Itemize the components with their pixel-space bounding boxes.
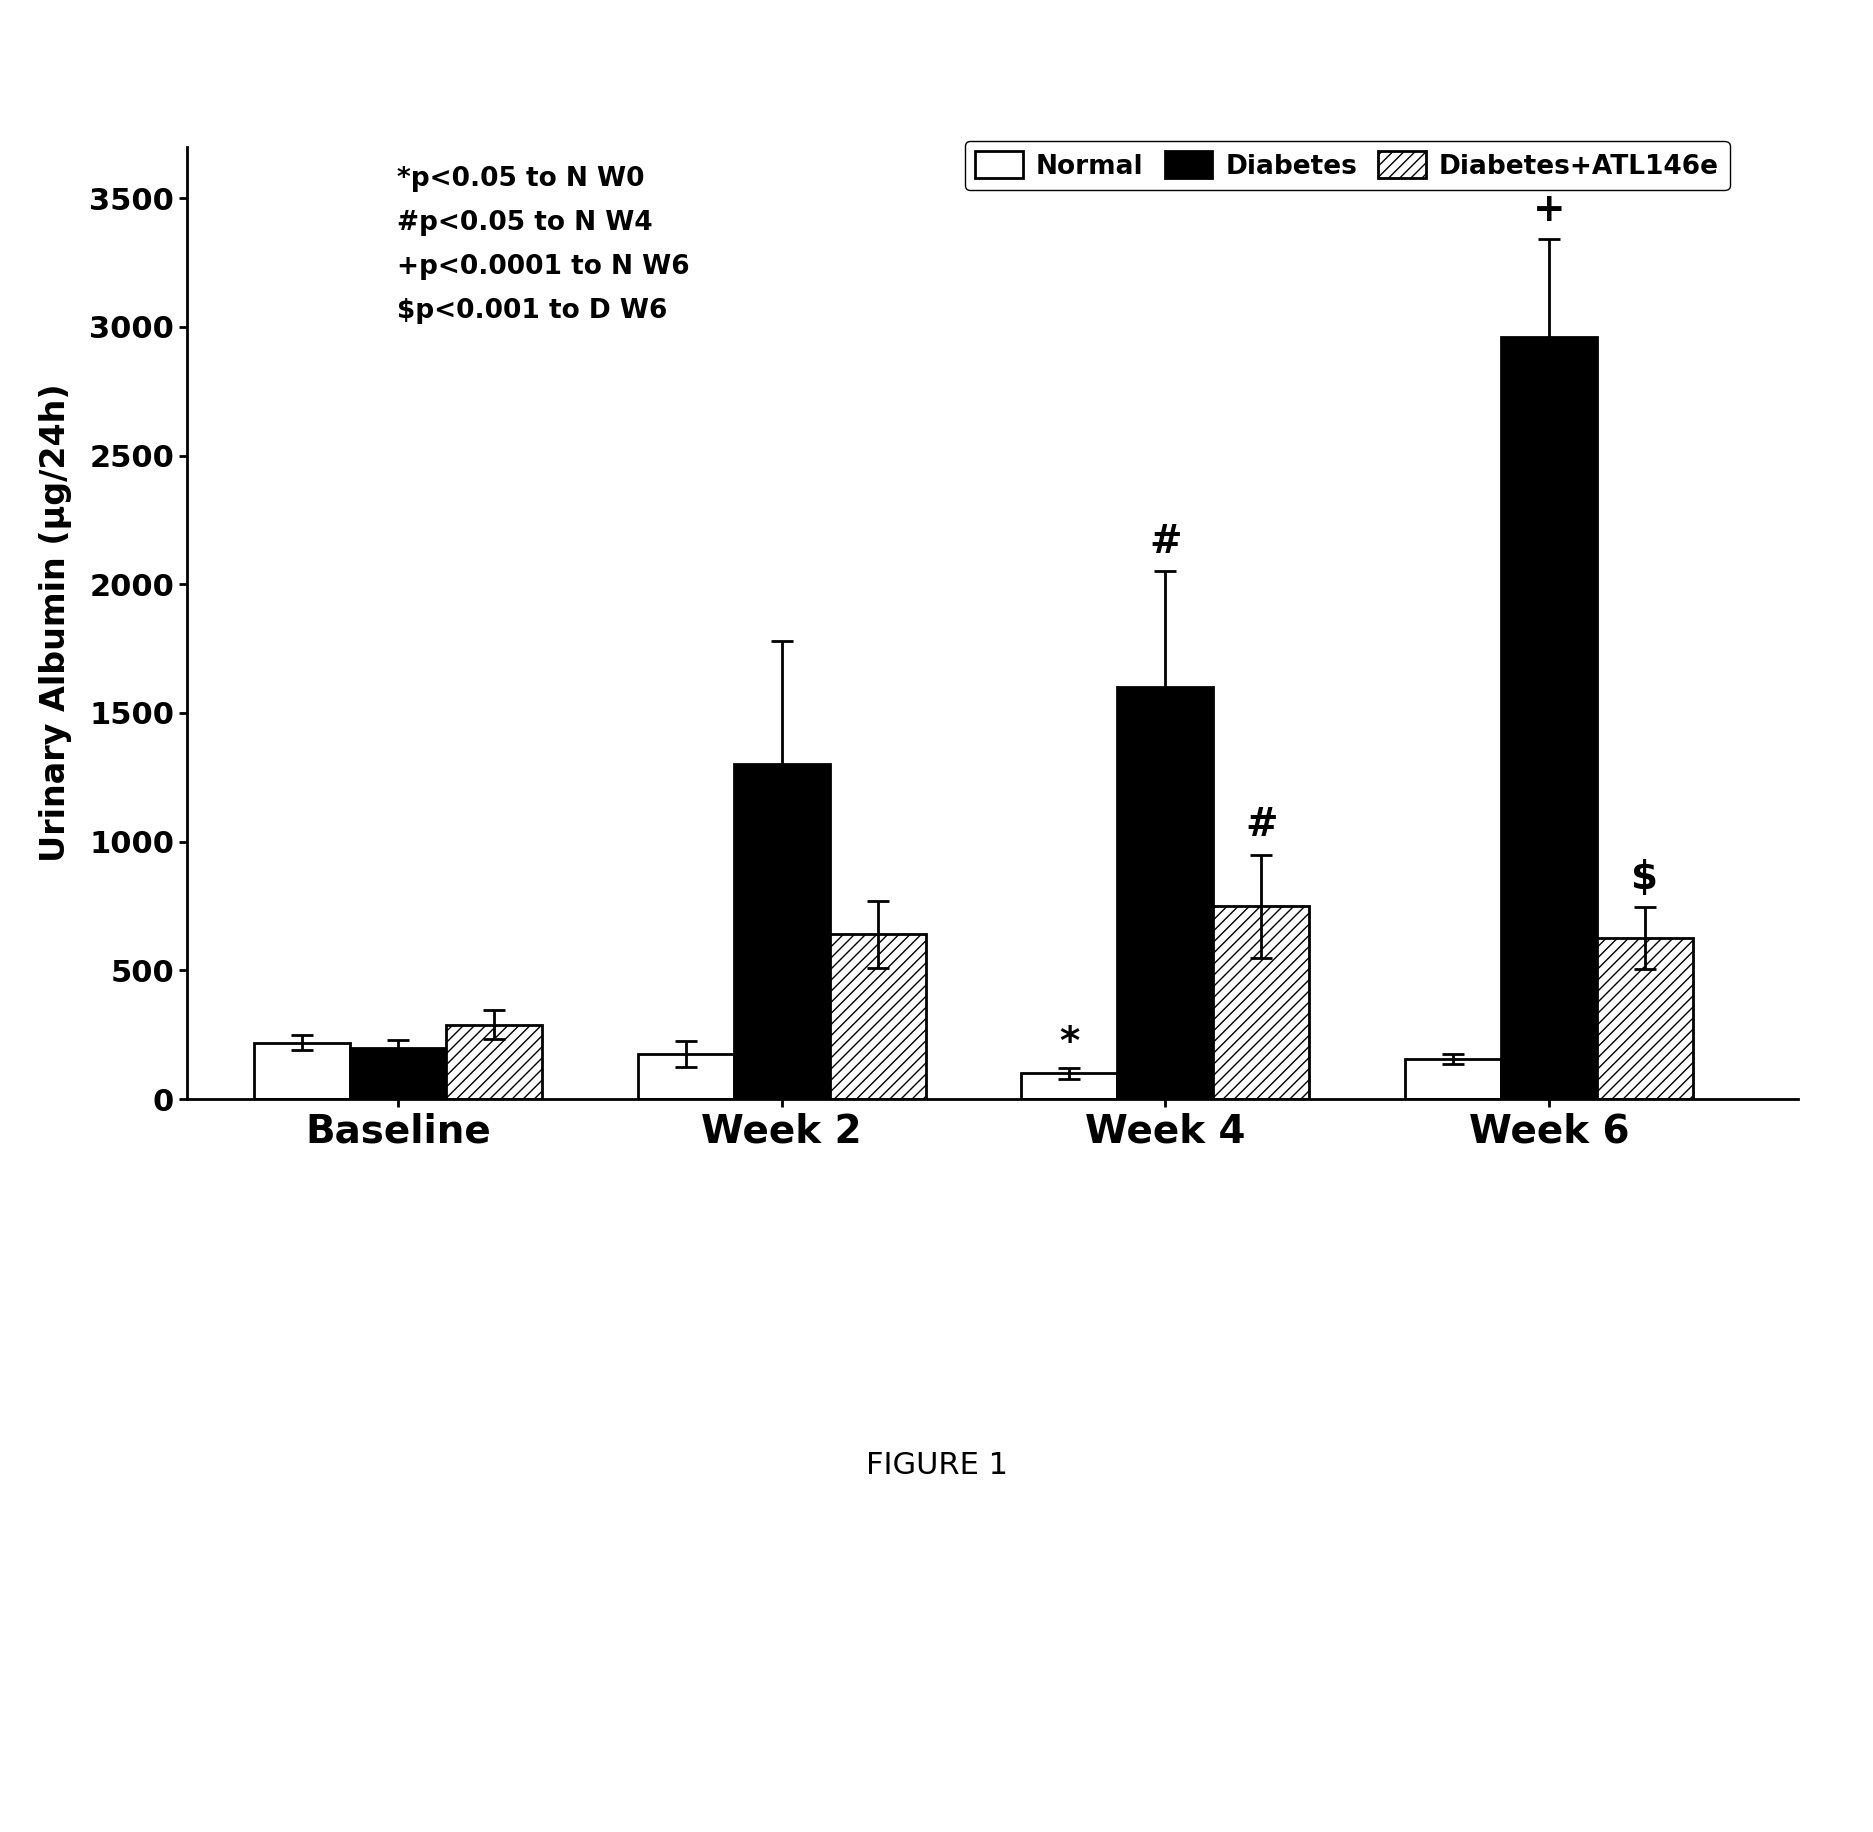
Bar [1214,907,1309,1099]
Text: #: # [1148,524,1182,561]
Bar [1500,337,1596,1099]
Text: $: $ [1631,859,1658,898]
Bar [350,1048,446,1099]
Text: FIGURE 1: FIGURE 1 [865,1451,1008,1480]
Bar [446,1024,541,1099]
Bar [639,1053,734,1099]
Text: +: + [1532,191,1566,229]
Text: *: * [1060,1024,1079,1063]
Bar [830,934,925,1099]
Text: *p<0.05 to N W0
#p<0.05 to N W4
+p<0.0001 to N W6
$p<0.001 to D W6: *p<0.05 to N W0 #p<0.05 to N W4 +p<0.000… [397,165,689,324]
Text: #: # [1246,806,1277,845]
Bar [1021,1074,1118,1099]
Bar [1118,687,1214,1099]
Bar [1596,938,1693,1099]
Bar [255,1042,350,1099]
Y-axis label: Urinary Albumin (μg/24h): Urinary Albumin (μg/24h) [39,383,73,863]
Bar [1405,1059,1500,1099]
Legend: Normal, Diabetes, Diabetes+ATL146e: Normal, Diabetes, Diabetes+ATL146e [965,141,1729,191]
Bar [734,764,830,1099]
